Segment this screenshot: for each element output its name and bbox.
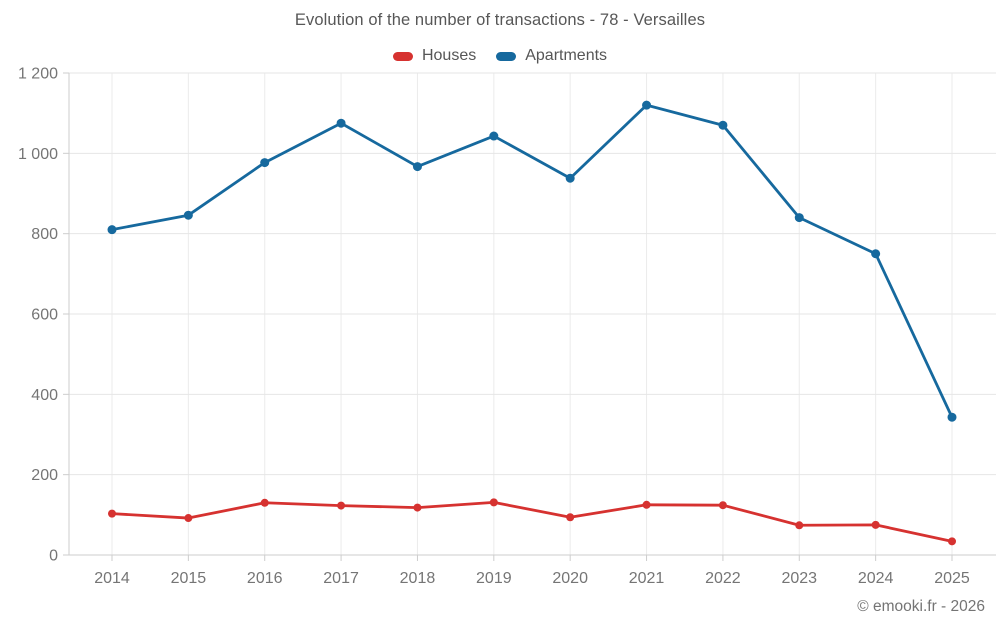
x-axis-label: 2022 — [705, 570, 741, 587]
houses-series-swatch-icon — [392, 51, 413, 61]
data-point-houses-2016[interactable] — [260, 498, 269, 507]
data-point-apartments-2016[interactable] — [260, 158, 270, 168]
x-axis-label: 2015 — [171, 570, 207, 587]
data-point-houses-2024[interactable] — [871, 520, 880, 529]
data-point-apartments-2022[interactable] — [718, 120, 728, 130]
credit-text: © emooki.fr - 2026 — [857, 598, 985, 615]
data-point-houses-2019[interactable] — [489, 498, 498, 507]
data-point-houses-2020[interactable] — [566, 513, 575, 522]
y-axis-label: 600 — [31, 307, 58, 324]
x-axis-label: 2016 — [247, 570, 283, 587]
legend-label-apartments: Apartments — [525, 47, 608, 64]
y-axis-label: 200 — [31, 467, 58, 484]
y-axis-label: 800 — [31, 226, 58, 243]
x-axis-label: 2018 — [400, 570, 436, 587]
data-point-apartments-2018[interactable] — [412, 162, 422, 172]
data-point-apartments-2015[interactable] — [183, 210, 193, 220]
series-line-houses — [110, 500, 954, 543]
y-axis-label: 400 — [31, 387, 58, 404]
x-axis-label: 2024 — [858, 570, 894, 587]
series-line-apartments — [110, 103, 954, 419]
legend-item-houses[interactable]: Houses — [392, 47, 477, 65]
data-point-apartments-2019[interactable] — [489, 131, 499, 141]
y-axis-label: 0 — [49, 548, 58, 565]
x-axis-label: 2023 — [781, 570, 817, 587]
x-axis-label: 2019 — [476, 570, 512, 587]
data-point-houses-2017[interactable] — [337, 501, 346, 510]
data-point-houses-2014[interactable] — [108, 509, 116, 518]
data-point-houses-2025[interactable] — [948, 537, 956, 546]
x-axis-label: 2017 — [323, 570, 359, 587]
data-point-houses-2015[interactable] — [184, 514, 193, 523]
x-axis-label: 2020 — [552, 570, 588, 587]
y-axis-label: 1 200 — [18, 66, 58, 83]
x-axis-label: 2025 — [934, 570, 970, 587]
apartments-series-swatch-icon — [496, 51, 517, 61]
data-point-apartments-2024[interactable] — [871, 249, 881, 259]
data-point-apartments-2014[interactable] — [107, 225, 117, 235]
data-point-apartments-2023[interactable] — [794, 213, 804, 223]
data-point-apartments-2021[interactable] — [642, 100, 652, 110]
data-point-apartments-2017[interactable] — [336, 118, 346, 128]
chart-title: Evolution of the number of transactions … — [294, 11, 706, 29]
y-axis-label: 1 000 — [18, 146, 58, 163]
data-point-apartments-2020[interactable] — [565, 173, 575, 183]
legend-item-apartments[interactable]: Apartments — [496, 47, 607, 65]
data-point-houses-2018[interactable] — [413, 503, 422, 512]
x-axis-label: 2021 — [629, 570, 665, 587]
x-axis-label: 2014 — [94, 570, 130, 587]
data-point-houses-2022[interactable] — [718, 501, 727, 510]
legend-label-houses: Houses — [421, 47, 477, 64]
legend: Houses Apartments — [0, 47, 1000, 65]
data-point-houses-2023[interactable] — [795, 521, 804, 530]
data-point-houses-2021[interactable] — [642, 500, 651, 509]
data-point-apartments-2025[interactable] — [947, 412, 957, 422]
